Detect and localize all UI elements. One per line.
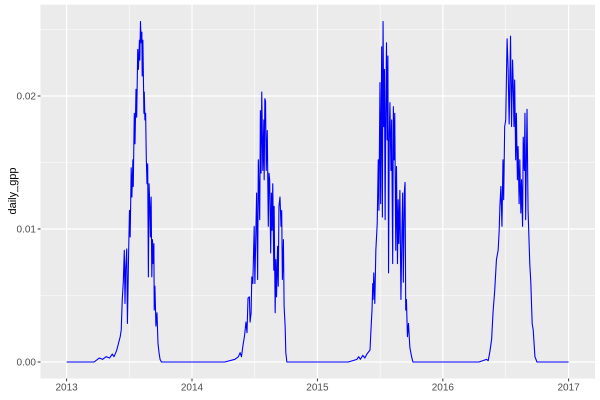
gpp-time-series-line: [66, 20, 569, 363]
x-tick-label: 2016: [432, 383, 455, 394]
y-tick-label: 0.02: [17, 92, 37, 103]
y-tick-label: 0.00: [17, 358, 37, 369]
x-tick-label: 2017: [557, 383, 580, 394]
x-tick-label: 2015: [306, 383, 329, 394]
x-tick-label: 2013: [55, 383, 78, 394]
y-axis-title: daily_gpp: [7, 167, 19, 215]
x-tick-label: 2014: [181, 383, 204, 394]
y-tick-label: 0.01: [17, 225, 37, 236]
